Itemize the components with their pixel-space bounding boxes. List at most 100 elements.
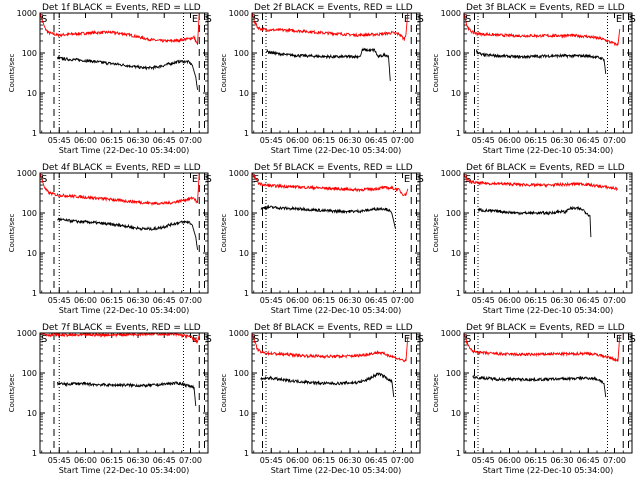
x-tick-label: 06:00 <box>498 136 521 145</box>
y-tick-label: 10 <box>239 249 249 258</box>
detector-panel-5: Det 5f BLACK = Events, RED = LLD 1 10 100 10… <box>220 163 424 315</box>
plot-frame <box>463 12 633 134</box>
x-tick-label: 07:00 <box>179 136 202 145</box>
y-tick-label: 100 <box>446 369 461 378</box>
x-tick-label: 07:00 <box>391 136 414 145</box>
event-marker-label: S <box>253 334 259 345</box>
plot-frame <box>39 12 209 134</box>
detector-panel-4: Det 4f BLACK = Events, RED = LLD 1 10 100 10… <box>8 163 212 315</box>
event-marker-label: S <box>41 174 47 185</box>
lld-series-line <box>40 333 200 345</box>
y-tick-label: 100 <box>22 209 37 218</box>
x-tick-label: 06:00 <box>286 136 309 145</box>
detector-panel-3: Det 3f BLACK = Events, RED = LLD 1 10 100 10… <box>432 3 636 155</box>
events-series-line <box>57 216 198 250</box>
y-axis-label: Counts/sec <box>8 54 16 93</box>
panel-title: Det 5f BLACK = Events, RED = LLD <box>254 163 413 173</box>
plot-frame <box>251 332 421 454</box>
x-tick-label: 06:45 <box>577 456 600 465</box>
detector-panel-1: Det 1f BLACK = Events, RED = LLD 1 10 100 10… <box>8 3 212 155</box>
x-tick-label: 05:45 <box>48 136 71 145</box>
panel-title: Det 1f BLACK = Events, RED = LLD <box>42 3 201 13</box>
detector-panel-9: Det 9f BLACK = Events, RED = LLD 1 10 100 10… <box>432 323 636 475</box>
detector-panel-7: Det 7f BLACK = Events, RED = LLD 1 10 100 10… <box>8 323 212 475</box>
x-axis-label: Start Time (22-Dec-10 05:34:00) <box>483 466 614 475</box>
x-tick-label: 06:15 <box>312 136 335 145</box>
plot-frame <box>463 332 633 454</box>
y-axis-label: Counts/sec <box>432 214 440 253</box>
event-marker-label: E <box>192 14 198 25</box>
plot-frame <box>39 172 209 294</box>
x-axis-label: Start Time (22-Dec-10 05:34:00) <box>271 466 402 475</box>
x-axis-label: Start Time (22-Dec-10 05:34:00) <box>483 146 614 155</box>
x-tick-label: 06:00 <box>498 456 521 465</box>
x-tick-label: 05:45 <box>260 296 283 305</box>
y-axis-label: Counts/sec <box>432 54 440 93</box>
y-tick-label: 10 <box>27 409 37 418</box>
y-tick-label: 10 <box>239 409 249 418</box>
y-tick-label: 100 <box>234 369 249 378</box>
x-tick-label: 06:45 <box>153 296 176 305</box>
event-marker-label: E <box>192 174 198 185</box>
events-series-line <box>260 204 396 229</box>
lld-series-line <box>464 173 619 192</box>
event-marker-label: S <box>630 14 636 25</box>
lld-series-line <box>40 13 200 45</box>
x-tick-label: 06:15 <box>100 456 123 465</box>
panel-title: Det 6f BLACK = Events, RED = LLD <box>466 163 625 173</box>
x-tick-label: 06:30 <box>126 296 149 305</box>
event-marker-label: S <box>465 334 471 345</box>
events-series-line <box>57 381 197 407</box>
x-tick-label: 05:45 <box>260 136 283 145</box>
y-tick-label: 10 <box>27 89 37 98</box>
x-tick-label: 06:45 <box>153 136 176 145</box>
panel-title: Det 9f BLACK = Events, RED = LLD <box>466 323 625 333</box>
y-axis-label: Counts/sec <box>220 374 228 413</box>
y-tick-label: 1 <box>244 289 249 298</box>
plot-frame <box>39 332 209 454</box>
y-tick-label: 1000 <box>229 329 249 338</box>
x-tick-label: 07:00 <box>603 296 626 305</box>
events-series-line <box>265 47 391 82</box>
x-axis-label: Start Time (22-Dec-10 05:34:00) <box>271 306 402 315</box>
x-tick-label: 06:15 <box>524 296 547 305</box>
event-marker-label: S <box>630 334 636 345</box>
lld-series-line <box>40 173 200 207</box>
y-tick-label: 1 <box>244 129 249 138</box>
x-axis-label: Start Time (22-Dec-10 05:34:00) <box>271 146 402 155</box>
y-tick-label: 10 <box>451 249 461 258</box>
events-series-line <box>472 374 607 398</box>
y-axis-label: Counts/sec <box>220 54 228 93</box>
y-tick-label: 1 <box>32 129 37 138</box>
y-tick-label: 10 <box>451 89 461 98</box>
y-tick-label: 10 <box>239 89 249 98</box>
x-tick-label: 07:00 <box>179 296 202 305</box>
lld-series-line <box>252 13 409 41</box>
x-tick-label: 06:00 <box>74 296 97 305</box>
y-tick-label: 1 <box>32 289 37 298</box>
event-marker-label: S <box>206 174 212 185</box>
detector-panel-6: Det 6f BLACK = Events, RED = LLD 1 10 100 10… <box>432 163 633 315</box>
panel-title: Det 2f BLACK = Events, RED = LLD <box>254 3 413 13</box>
x-axis-label: Start Time (22-Dec-10 05:34:00) <box>59 306 190 315</box>
event-marker-label: S <box>41 334 47 345</box>
detector-panel-2: Det 2f BLACK = Events, RED = LLD 1 10 100 10… <box>220 3 424 155</box>
event-marker-label: E <box>404 334 410 345</box>
x-tick-label: 06:45 <box>577 136 600 145</box>
y-tick-label: 100 <box>446 49 461 58</box>
detector-panel-8: Det 8f BLACK = Events, RED = LLD 1 10 100 10… <box>220 323 424 475</box>
y-tick-label: 1 <box>32 449 37 458</box>
y-axis-label: Counts/sec <box>8 374 16 413</box>
x-tick-label: 06:00 <box>74 456 97 465</box>
event-marker-label: S <box>206 14 212 25</box>
events-series-line <box>57 55 198 90</box>
x-tick-label: 07:00 <box>603 456 626 465</box>
x-tick-label: 06:15 <box>312 456 335 465</box>
y-tick-label: 1000 <box>441 9 461 18</box>
panel-title: Det 8f BLACK = Events, RED = LLD <box>254 323 413 333</box>
y-tick-label: 1000 <box>229 169 249 178</box>
x-tick-label: 06:45 <box>365 456 388 465</box>
y-tick-label: 100 <box>234 209 249 218</box>
event-marker-label: S <box>418 174 424 185</box>
